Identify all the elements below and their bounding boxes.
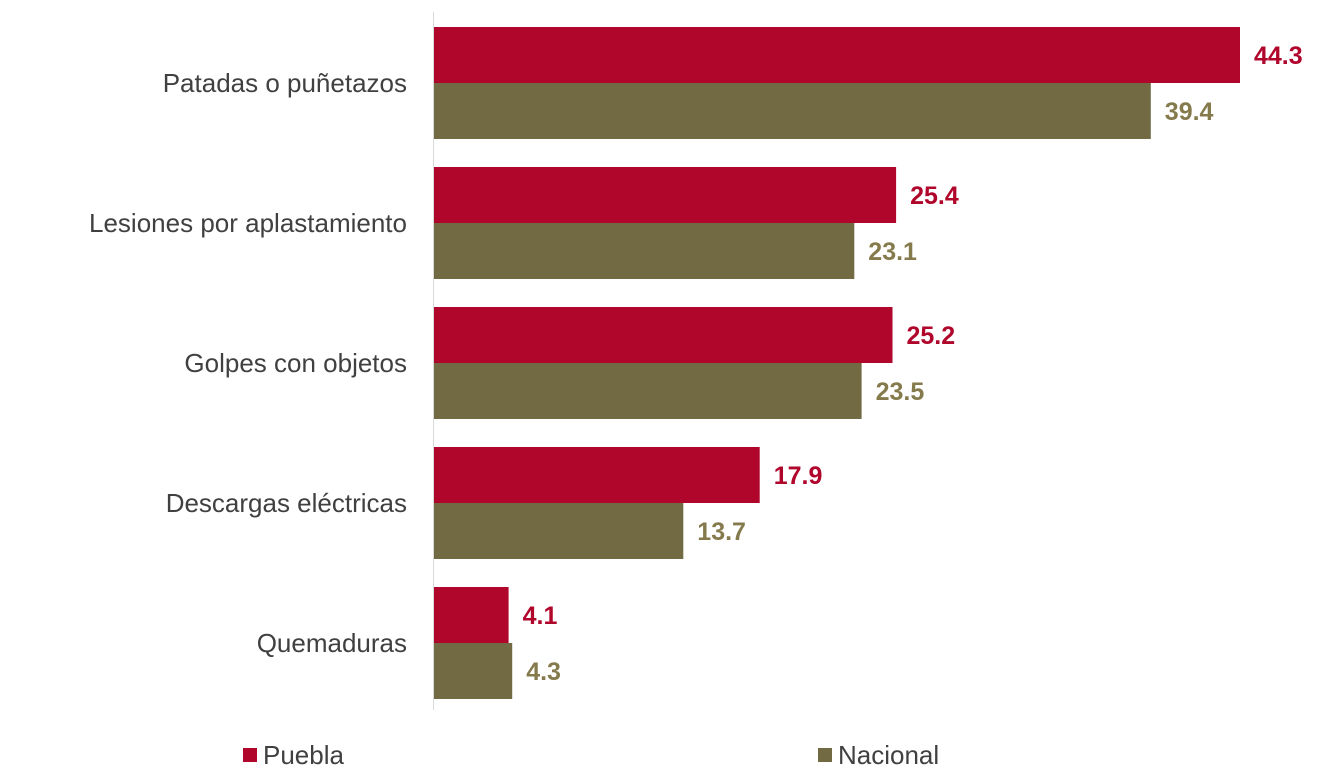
bar-puebla-golpes-con-objetos <box>434 307 893 363</box>
category-label-patadas-o-punetazos: Patadas o puñetazos <box>163 68 407 98</box>
value-label-puebla-descargas-electricas: 17.9 <box>774 462 823 490</box>
legend-label-nacional: Nacional <box>838 739 940 770</box>
bar-nacional-golpes-con-objetos <box>434 363 862 419</box>
bar-nacional-quemaduras <box>434 643 513 699</box>
bar-puebla-lesiones-por-aplastamiento <box>434 167 897 223</box>
value-label-nacional-quemaduras: 4.3 <box>526 658 561 686</box>
legend-swatch-nacional <box>818 748 832 762</box>
bar-nacional-patadas-o-punetazos <box>434 83 1151 139</box>
category-label-descargas-electricas: Descargas eléctricas <box>166 488 407 518</box>
category-label-quemaduras: Quemaduras <box>257 628 407 658</box>
value-label-nacional-patadas-o-punetazos: 39.4 <box>1165 98 1214 126</box>
value-label-nacional-descargas-electricas: 13.7 <box>697 518 746 546</box>
bar-puebla-descargas-electricas <box>434 447 760 503</box>
legend-swatch-puebla <box>243 748 257 762</box>
chart-marks: Patadas o puñetazos 44.3 39.4 Lesiones por … <box>89 27 1303 699</box>
legend-item-puebla: Puebla <box>243 740 344 770</box>
value-label-puebla-golpes-con-objetos: 25.2 <box>907 322 956 350</box>
bar-puebla-quemaduras <box>434 587 509 643</box>
value-label-puebla-lesiones-por-aplastamiento: 25.4 <box>910 182 959 210</box>
bar-nacional-descargas-electricas <box>434 503 684 559</box>
category-label-golpes-con-objetos: Golpes con objetos <box>184 348 407 378</box>
value-label-nacional-lesiones-por-aplastamiento: 23.1 <box>868 238 917 266</box>
legend-label-puebla: Puebla <box>263 739 344 770</box>
category-label-lesiones-por-aplastamiento: Lesiones por aplastamiento <box>89 208 407 238</box>
value-label-puebla-patadas-o-punetazos: 44.3 <box>1254 42 1303 70</box>
bar-puebla-patadas-o-punetazos <box>434 27 1240 83</box>
value-label-puebla-quemaduras: 4.1 <box>523 602 558 630</box>
legend-item-nacional: Nacional <box>818 740 939 770</box>
bar-nacional-lesiones-por-aplastamiento <box>434 223 855 279</box>
value-label-nacional-golpes-con-objetos: 23.5 <box>876 378 925 406</box>
